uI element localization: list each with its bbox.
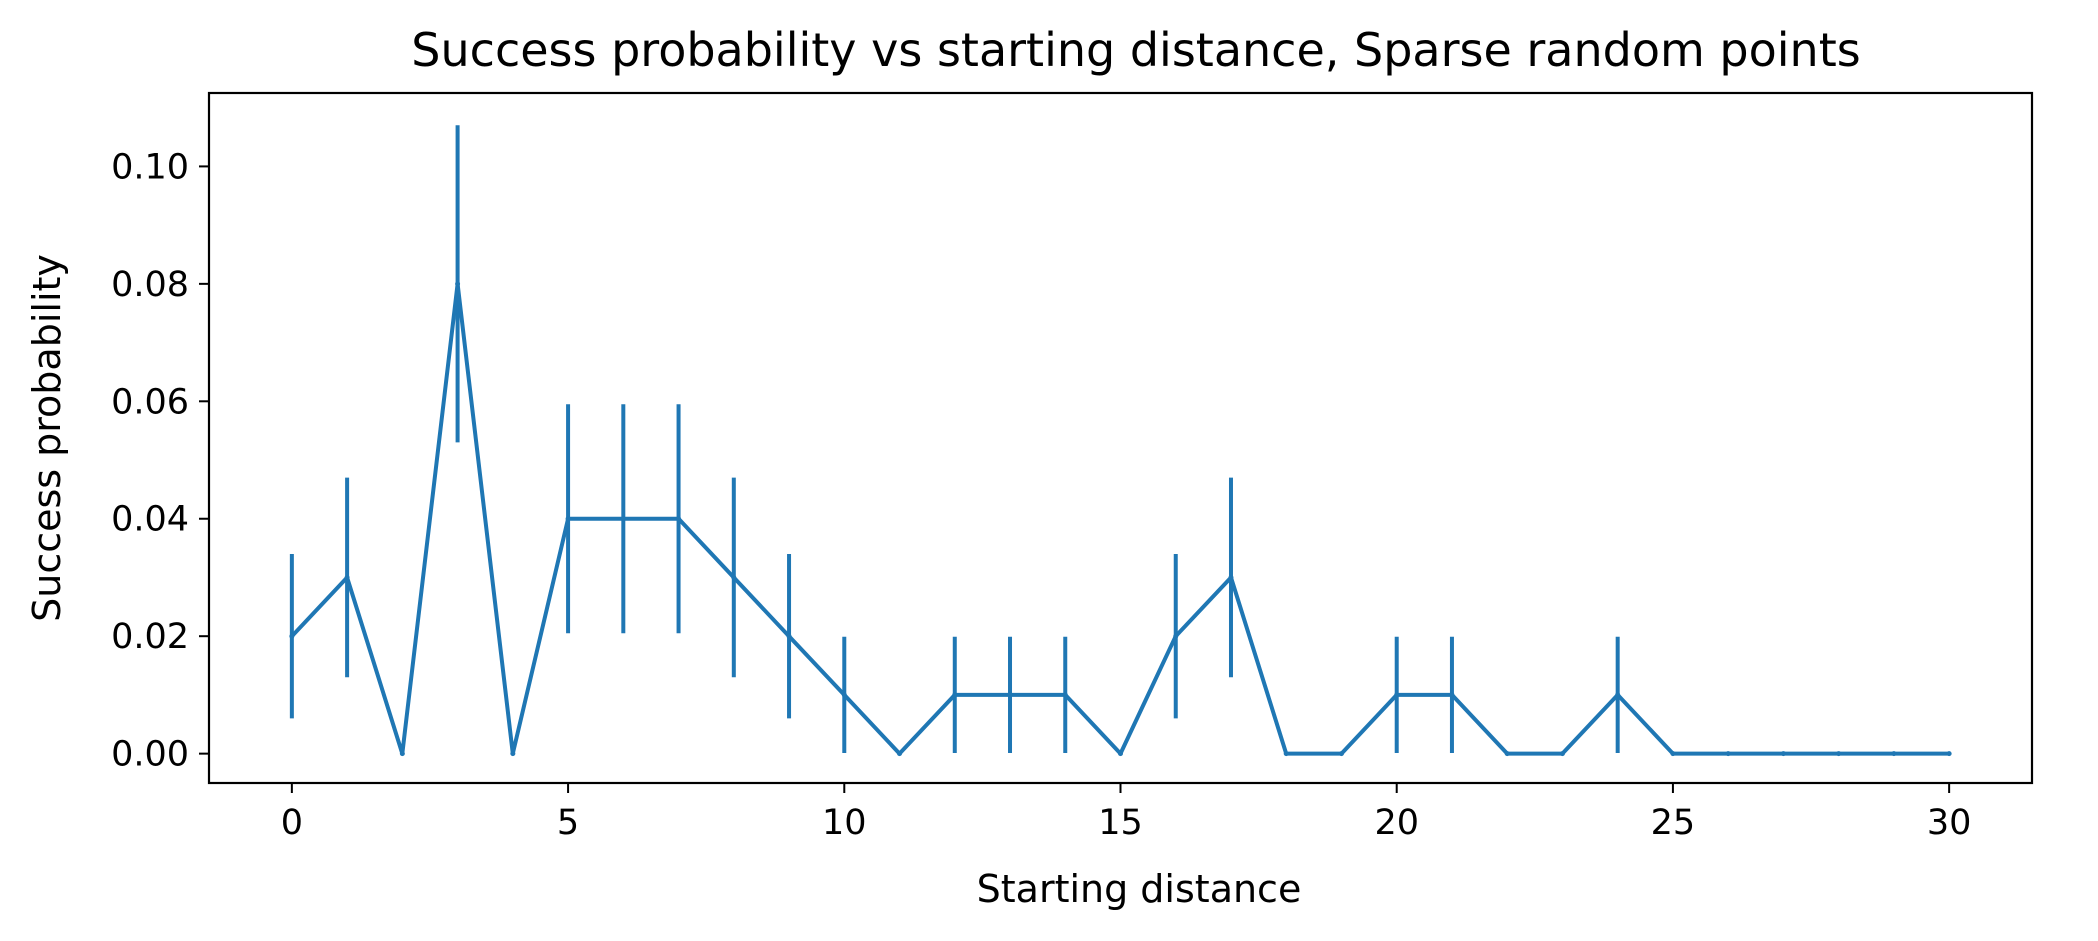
y-tick-label: 0.04 [111, 500, 189, 540]
data-point [399, 751, 405, 757]
y-tick-label: 0.06 [111, 382, 189, 422]
data-point [1559, 751, 1565, 757]
data-point [344, 574, 350, 580]
data-point [1118, 751, 1123, 757]
data-point [455, 281, 461, 287]
data-point [510, 751, 516, 757]
data-point [897, 751, 903, 757]
plot-area [289, 125, 1952, 757]
data-point [1780, 751, 1786, 757]
x-tick-label: 0 [281, 803, 303, 843]
y-tick-label: 0.10 [111, 147, 189, 187]
data-point [1836, 751, 1842, 757]
data-point [1891, 751, 1897, 757]
data-point [1228, 574, 1234, 580]
data-point [565, 516, 571, 522]
y-axis-label: Success probability [25, 254, 69, 622]
chart-title: Success probability vs starting distance… [411, 23, 1860, 77]
data-point [841, 692, 847, 698]
x-axis-label: Starting distance [977, 867, 1302, 911]
x-axis: 0 5 10 15 20 25 30 [281, 783, 1972, 843]
data-point [1725, 751, 1731, 757]
data-point [676, 516, 682, 522]
y-tick-label: 0.02 [111, 617, 189, 657]
x-tick-label: 30 [1927, 803, 1972, 843]
y-tick-label: 0.08 [111, 265, 189, 305]
data-point [786, 633, 792, 639]
data-point [731, 574, 737, 580]
data-point [952, 692, 958, 698]
x-tick-label: 15 [1098, 803, 1143, 843]
x-tick-label: 20 [1374, 803, 1419, 843]
data-point [1173, 633, 1179, 639]
data-point [1946, 751, 1952, 757]
data-point [1504, 751, 1510, 757]
data-point [1283, 751, 1289, 757]
data-point [1007, 692, 1013, 698]
y-axis: 0.00 0.02 0.04 0.06 0.08 0.10 [111, 147, 209, 775]
data-point [1338, 751, 1344, 757]
data-point [1394, 692, 1400, 698]
data-point [1062, 692, 1068, 698]
x-tick-label: 10 [822, 803, 867, 843]
x-tick-label: 25 [1651, 803, 1696, 843]
data-point [289, 633, 295, 639]
data-point [1615, 692, 1621, 698]
data-point [1449, 692, 1455, 698]
data-point [620, 516, 626, 522]
data-point [1670, 751, 1676, 757]
y-tick-label: 0.00 [111, 735, 189, 775]
x-tick-label: 5 [557, 803, 579, 843]
